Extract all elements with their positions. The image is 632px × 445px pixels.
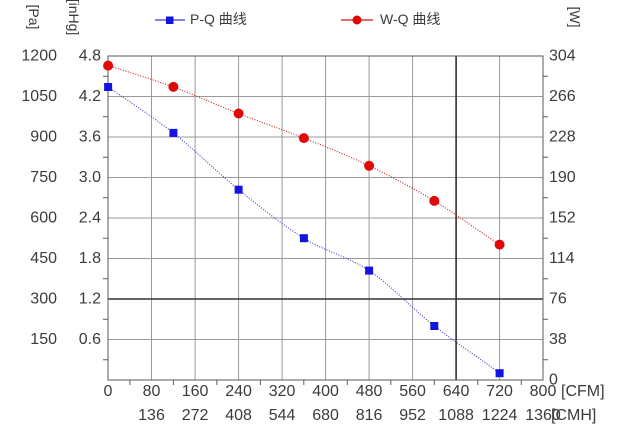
svg-text:2.4: 2.4 xyxy=(79,210,101,227)
svg-text:80: 80 xyxy=(143,383,161,400)
svg-text:952: 952 xyxy=(399,407,426,424)
svg-text:400: 400 xyxy=(312,383,339,400)
svg-text:160: 160 xyxy=(182,383,209,400)
svg-text:816: 816 xyxy=(356,407,383,424)
svg-text:114: 114 xyxy=(549,250,575,267)
svg-text:1088: 1088 xyxy=(438,407,474,424)
svg-text:190: 190 xyxy=(549,169,576,186)
svg-text:266: 266 xyxy=(549,88,576,105)
svg-text:4.2: 4.2 xyxy=(79,88,101,105)
svg-text:800: 800 xyxy=(530,383,557,400)
svg-text:408: 408 xyxy=(225,407,252,424)
svg-text:1224: 1224 xyxy=(482,407,518,424)
svg-text:304: 304 xyxy=(549,48,576,65)
svg-text:300: 300 xyxy=(30,291,57,308)
svg-text:560: 560 xyxy=(399,383,426,400)
svg-text:[Pa]: [Pa] xyxy=(26,5,42,30)
svg-text:P-Q 曲线: P-Q 曲线 xyxy=(190,11,247,27)
svg-text:[inHg]: [inHg] xyxy=(66,0,82,35)
svg-text:1200: 1200 xyxy=(21,48,57,65)
svg-text:480: 480 xyxy=(356,383,383,400)
svg-text:544: 544 xyxy=(269,407,296,424)
svg-text:[CMH]: [CMH] xyxy=(551,407,596,424)
svg-text:4.8: 4.8 xyxy=(79,48,101,65)
svg-text:600: 600 xyxy=(30,210,57,227)
svg-text:1.2: 1.2 xyxy=(79,291,101,308)
svg-text:750: 750 xyxy=(30,169,57,186)
svg-text:38: 38 xyxy=(549,331,567,348)
svg-text:0: 0 xyxy=(104,383,113,400)
svg-text:76: 76 xyxy=(549,291,567,308)
svg-text:320: 320 xyxy=(269,383,296,400)
svg-text:3.6: 3.6 xyxy=(79,129,101,146)
svg-text:152: 152 xyxy=(549,210,576,227)
svg-text:3.0: 3.0 xyxy=(79,169,101,186)
svg-text:136: 136 xyxy=(138,407,165,424)
svg-text:150: 150 xyxy=(30,331,57,348)
svg-text:680: 680 xyxy=(312,407,339,424)
svg-text:[CFM]: [CFM] xyxy=(561,383,605,400)
svg-text:[W]: [W] xyxy=(567,7,583,28)
svg-text:228: 228 xyxy=(549,129,576,146)
svg-text:0.6: 0.6 xyxy=(79,331,101,348)
svg-text:W-Q 曲线: W-Q 曲线 xyxy=(380,11,440,27)
svg-text:1050: 1050 xyxy=(21,88,57,105)
svg-text:900: 900 xyxy=(30,129,57,146)
svg-text:240: 240 xyxy=(225,383,252,400)
svg-text:640: 640 xyxy=(443,383,470,400)
svg-text:1.8: 1.8 xyxy=(79,250,101,267)
svg-text:450: 450 xyxy=(30,250,57,267)
svg-text:272: 272 xyxy=(182,407,209,424)
svg-text:720: 720 xyxy=(486,383,513,400)
